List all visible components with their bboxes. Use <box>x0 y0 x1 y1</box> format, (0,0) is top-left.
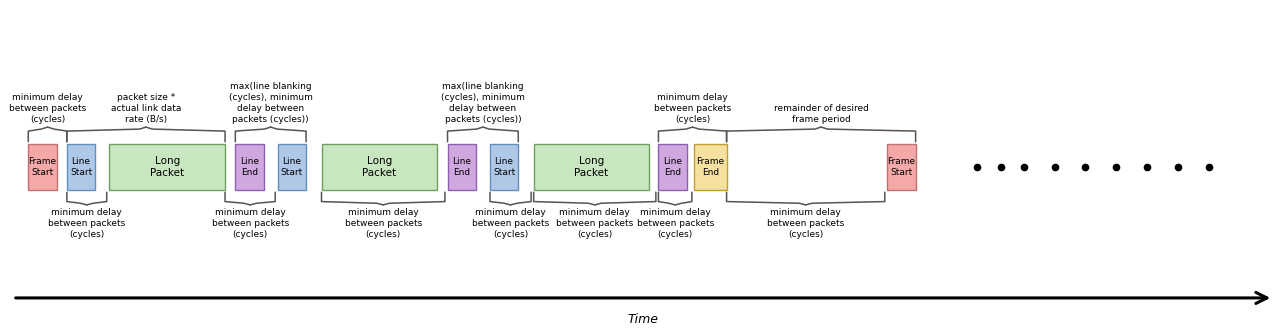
Text: Line
End: Line End <box>664 157 682 177</box>
FancyBboxPatch shape <box>109 144 225 189</box>
Text: minimum delay
between packets
(cycles): minimum delay between packets (cycles) <box>653 93 732 124</box>
FancyBboxPatch shape <box>448 144 476 189</box>
Text: Line
End: Line End <box>453 157 471 177</box>
FancyBboxPatch shape <box>694 144 727 189</box>
Text: Long
Packet: Long Packet <box>363 156 396 178</box>
Text: Time: Time <box>628 313 658 326</box>
Text: remainder of desired
frame period: remainder of desired frame period <box>774 104 868 124</box>
Text: packet size *
actual link data
rate (B/s): packet size * actual link data rate (B/s… <box>111 93 181 124</box>
Text: Long
Packet: Long Packet <box>150 156 184 178</box>
Text: Line
Start: Line Start <box>69 157 93 177</box>
Text: minimum delay
between packets
(cycles): minimum delay between packets (cycles) <box>637 208 714 239</box>
FancyBboxPatch shape <box>887 144 916 189</box>
Text: minimum delay
between packets
(cycles): minimum delay between packets (cycles) <box>211 208 289 239</box>
FancyBboxPatch shape <box>278 144 306 189</box>
Text: Long
Packet: Long Packet <box>575 156 608 178</box>
FancyBboxPatch shape <box>534 144 649 189</box>
Text: Frame
Start: Frame Start <box>28 157 57 177</box>
Text: Line
Start: Line Start <box>280 157 303 177</box>
FancyBboxPatch shape <box>235 144 264 189</box>
Text: minimum delay
between packets
(cycles): minimum delay between packets (cycles) <box>345 208 422 239</box>
Text: Line
Start: Line Start <box>493 157 516 177</box>
Text: minimum delay
between packets
(cycles): minimum delay between packets (cycles) <box>556 208 634 239</box>
Text: Frame
End: Frame End <box>697 157 724 177</box>
Text: max(line blanking
(cycles), minimum
delay between
packets (cycles)): max(line blanking (cycles), minimum dela… <box>229 82 312 124</box>
Text: max(line blanking
(cycles), minimum
delay between
packets (cycles)): max(line blanking (cycles), minimum dela… <box>441 82 525 124</box>
FancyBboxPatch shape <box>28 144 57 189</box>
FancyBboxPatch shape <box>490 144 518 189</box>
Text: minimum delay
between packets
(cycles): minimum delay between packets (cycles) <box>766 208 845 239</box>
FancyBboxPatch shape <box>658 144 687 189</box>
FancyBboxPatch shape <box>322 144 437 189</box>
Text: minimum delay
between packets
(cycles): minimum delay between packets (cycles) <box>9 93 86 124</box>
Text: minimum delay
between packets
(cycles): minimum delay between packets (cycles) <box>472 208 549 239</box>
Text: Line
End: Line End <box>240 157 258 177</box>
FancyBboxPatch shape <box>67 144 95 189</box>
Text: Frame
Start: Frame Start <box>887 157 916 177</box>
Text: minimum delay
between packets
(cycles): minimum delay between packets (cycles) <box>48 208 126 239</box>
